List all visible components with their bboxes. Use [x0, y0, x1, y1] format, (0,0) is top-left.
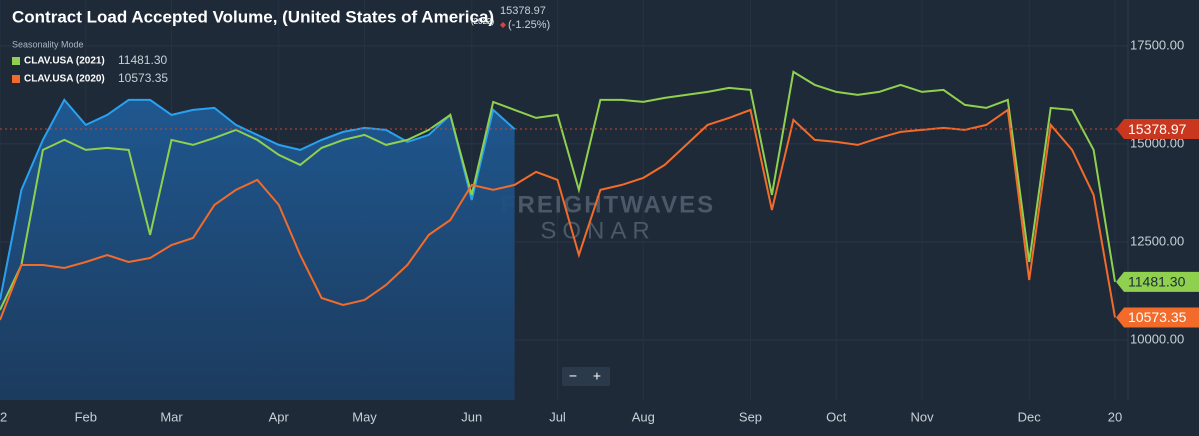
zoom-in[interactable]: + — [593, 368, 601, 384]
x-tick-label: Sep — [739, 409, 762, 424]
x-tick-label: Jun — [461, 409, 482, 424]
value-badge — [1116, 119, 1199, 140]
x-tick-label: Aug — [632, 409, 655, 424]
y-tick-label: 10000.00 — [1130, 331, 1184, 346]
x-tick-label: Oct — [826, 409, 847, 424]
watermark-text: FREIGHTWAVES — [501, 191, 715, 218]
y-tick-label: 12500.00 — [1130, 233, 1184, 248]
legend-value: 11481.30 — [118, 53, 167, 67]
x-tick-label: Feb — [75, 409, 97, 424]
zoom-out[interactable]: − — [569, 368, 577, 384]
value-badge-label: 10573.35 — [1128, 309, 1187, 325]
y-tick-label: 17500.00 — [1130, 37, 1184, 52]
legend: CLAV.USA (2021) 11481.30 CLAV.USA (2020) 10… — [12, 53, 168, 85]
legend-label: CLAV.USA (2021) — [24, 56, 105, 67]
x-tick-label: Mar — [160, 409, 183, 424]
y-tick-label: 15000.00 — [1130, 135, 1184, 150]
line — [0, 98, 516, 301]
value-badge — [1116, 271, 1199, 292]
area — [0, 99, 515, 401]
chart-title: Contract Load Accepted Volume, (United S… — [12, 7, 494, 26]
value-badge-label: 15378.97 — [1128, 121, 1187, 137]
x-tick-label: Nov — [910, 409, 934, 424]
x-tick-label: Dec — [1018, 409, 1042, 424]
legend-label: CLAV.USA (2020) — [24, 74, 105, 85]
x-tick-label: Apr — [269, 409, 290, 424]
down-icon — [500, 22, 506, 28]
header-change: (-1.25%) — [508, 19, 550, 31]
legend-swatch — [12, 57, 20, 65]
value-badge — [1116, 307, 1199, 328]
zoom-box — [562, 367, 610, 386]
plot — [0, 70, 1122, 401]
header-value: 15378.97 — [500, 5, 546, 17]
title-year: (2022) — [471, 17, 494, 26]
x-tick-label: May — [352, 409, 377, 424]
legend-value: 10573.35 — [118, 71, 168, 85]
legend-title: Seasonality Mode — [12, 39, 84, 49]
watermark-text: SONAR — [540, 217, 655, 244]
line — [0, 108, 1116, 321]
legend-swatch — [12, 75, 20, 83]
x-tick-label: Jul — [549, 409, 566, 424]
line — [0, 70, 1116, 311]
value-badge-label: 11481.30 — [1128, 274, 1186, 290]
watermark: FREIGHTWAVES SONAR — [501, 191, 715, 244]
x-tick-label: 20 — [1108, 409, 1122, 424]
x-tick-label: 22 — [0, 409, 7, 424]
